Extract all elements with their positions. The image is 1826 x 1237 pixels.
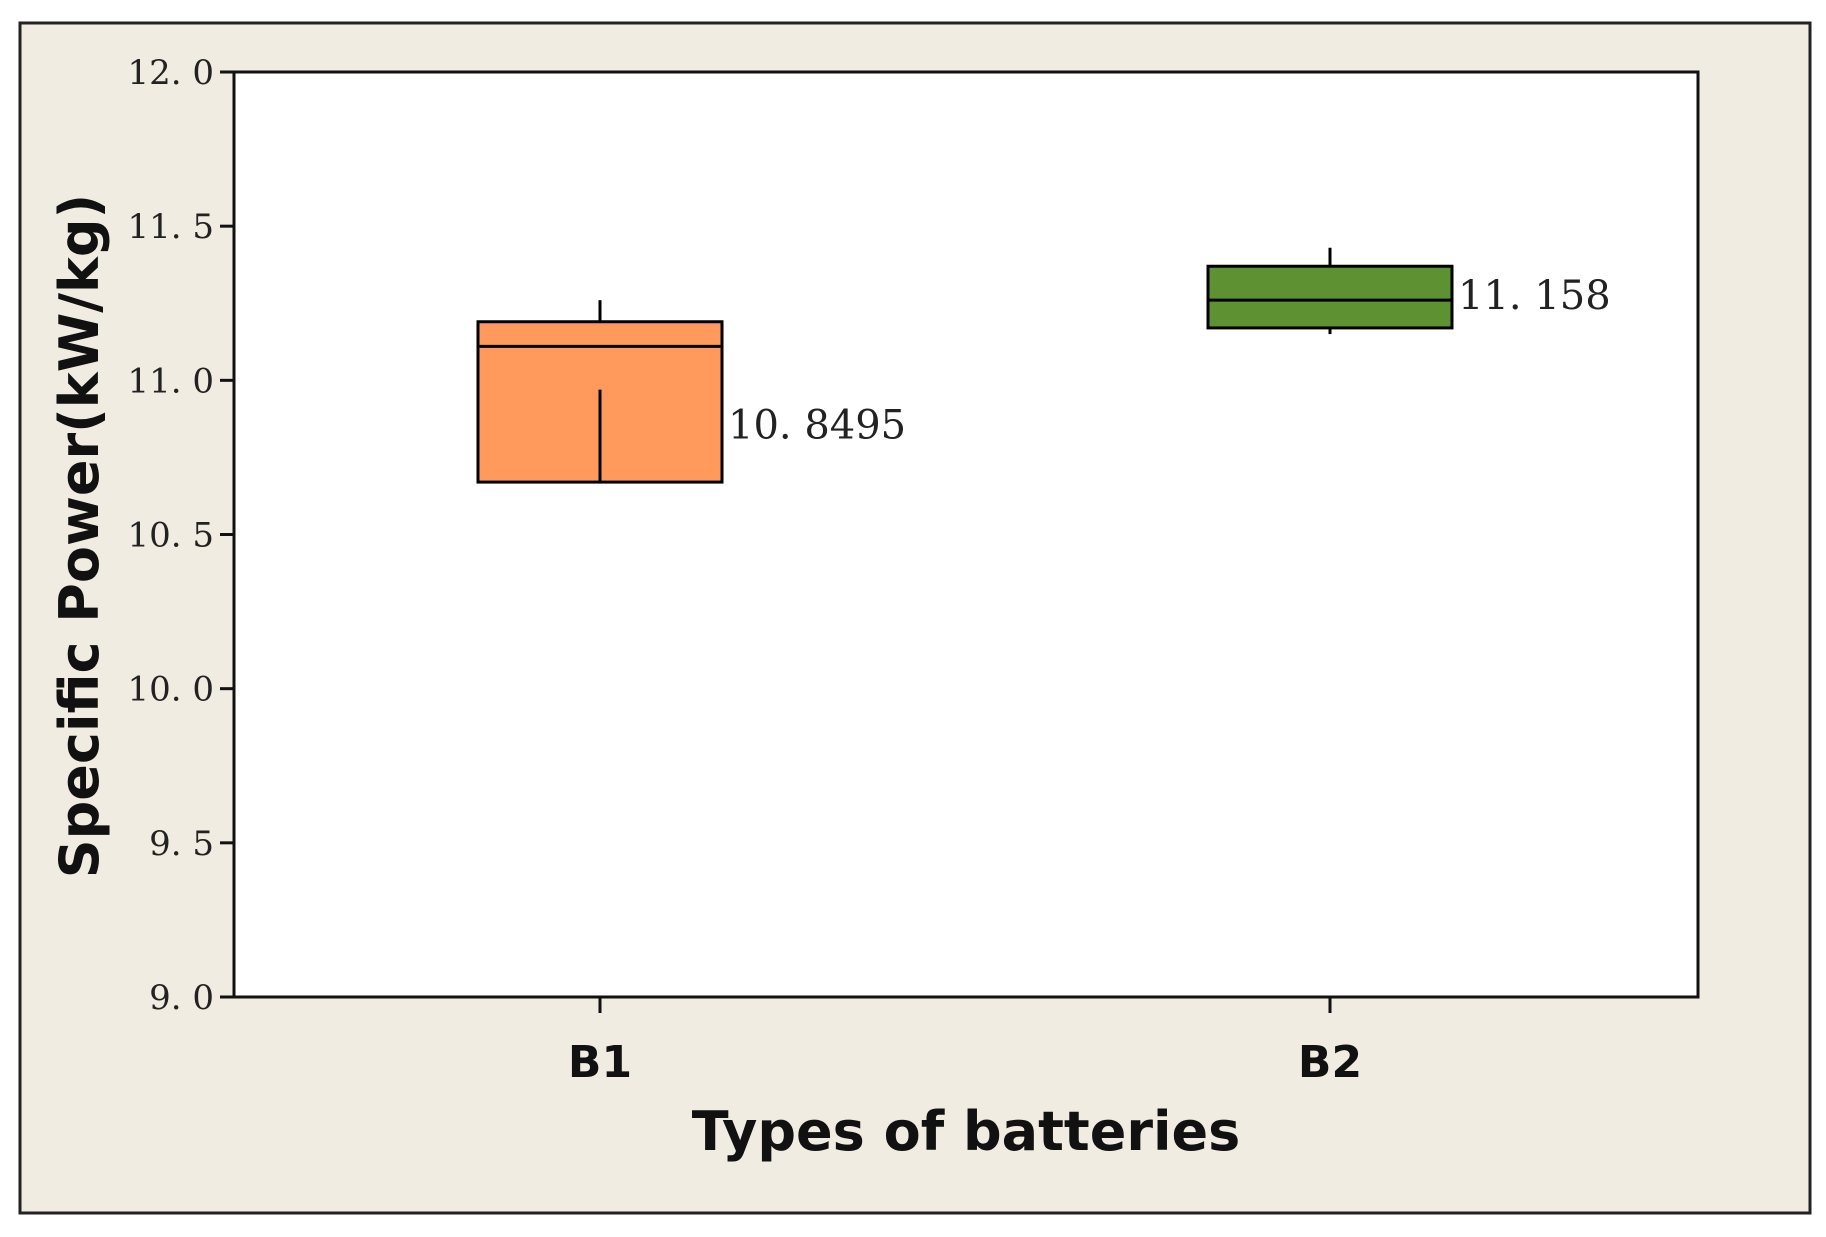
y-tick-label: 9. 5 bbox=[149, 824, 214, 864]
x-tick-label: B1 bbox=[568, 1037, 632, 1088]
x-tick-label: B2 bbox=[1298, 1037, 1362, 1088]
box-body bbox=[1206, 264, 1454, 330]
x-axis-ticks: B1 B2 bbox=[568, 997, 1362, 1088]
y-tick-label: 9. 0 bbox=[149, 978, 214, 1018]
box-series: 10. 8495 11. 158 bbox=[476, 247, 1611, 484]
y-tick-label: 10. 5 bbox=[127, 516, 214, 556]
x-axis-title: Types of batteries bbox=[692, 1100, 1241, 1163]
y-tick-label: 11. 0 bbox=[127, 361, 214, 401]
y-tick-label: 12. 0 bbox=[127, 53, 214, 93]
box-data-label: 11. 158 bbox=[1458, 273, 1611, 319]
plot-area bbox=[232, 70, 1700, 999]
y-axis-ticks: 9. 0 9. 5 10. 0 10. 5 11. 0 11. 5 12. 0 bbox=[127, 53, 234, 1018]
y-tick-label: 10. 0 bbox=[127, 670, 214, 710]
box-data-label: 10. 8495 bbox=[728, 403, 906, 449]
y-axis-title: Specific Power(kW/kg) bbox=[48, 194, 111, 878]
y-tick-label: 11. 5 bbox=[127, 207, 214, 247]
